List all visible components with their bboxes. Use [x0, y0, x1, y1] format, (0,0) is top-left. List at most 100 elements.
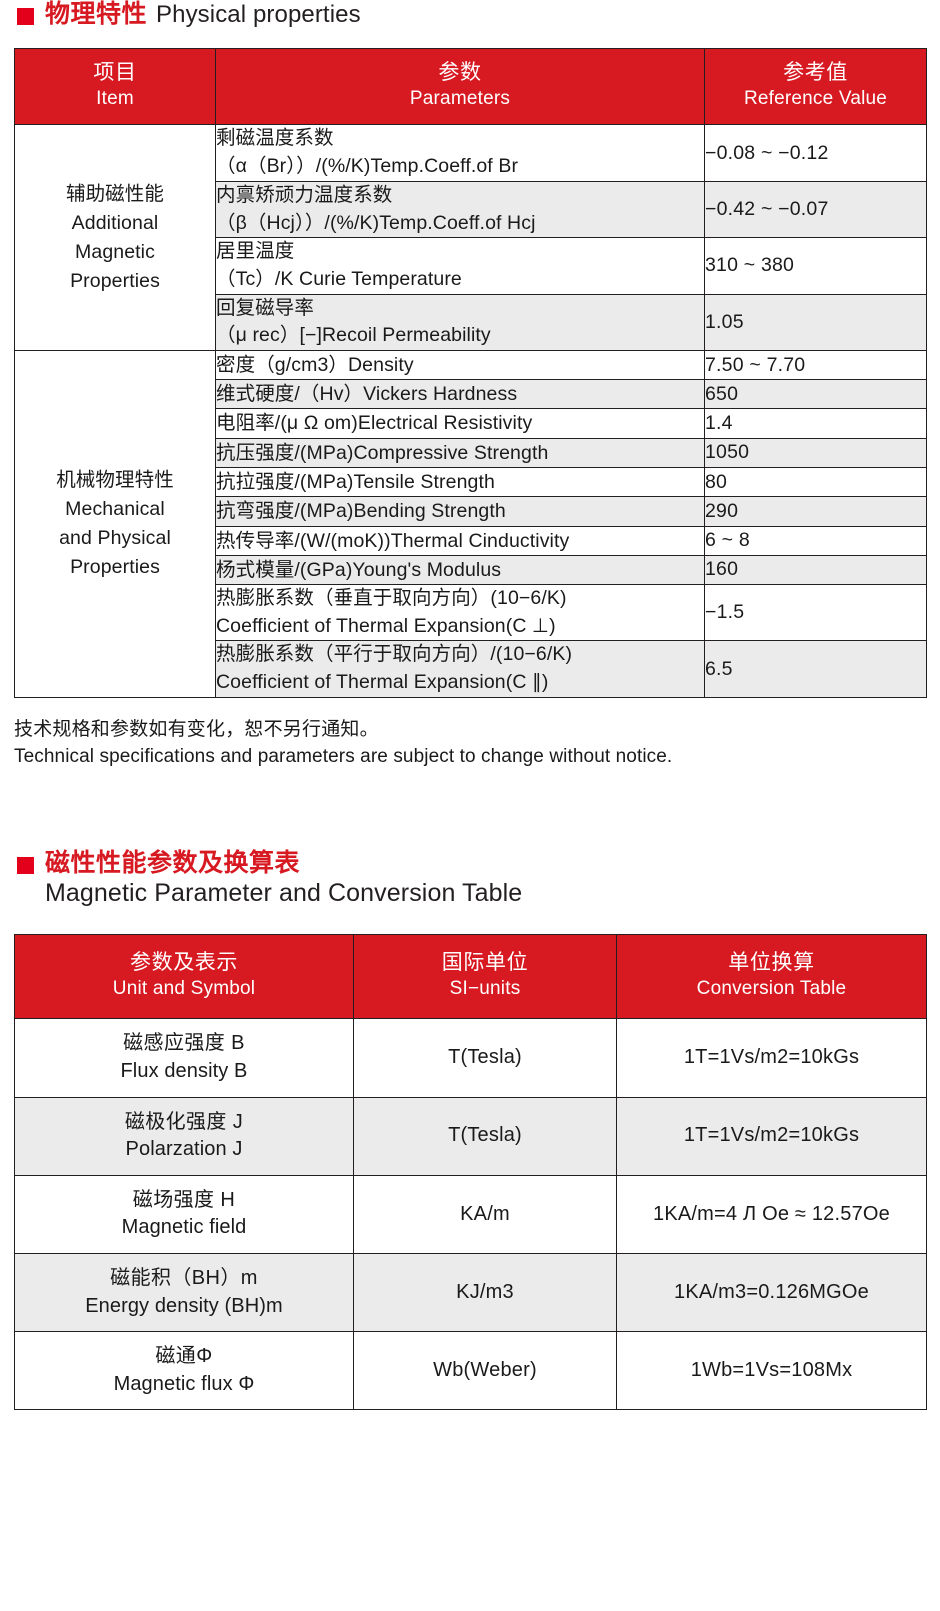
value-cell: 160 [704, 554, 927, 586]
table-header-row: 项目 Item 参数 Parameters 参考值 Reference Valu… [14, 47, 927, 126]
value-cell: −0.42 ~ −0.07 [704, 180, 927, 239]
unit-en: Energy density (BH)m [85, 1294, 283, 1317]
table-row: 机械物理特性 Mechanical and Physical Propertie… [14, 349, 927, 698]
heading-text-group: 磁性性能参数及换算表 [45, 849, 300, 879]
parameter-cell: 电阻率/(μ Ω om)Electrical Resistivity [215, 408, 705, 439]
parameter-text: 杨式模量/(GPa)Young's Modulus [216, 558, 502, 581]
unit-symbol-cell: 磁通Φ Magnetic flux Φ [14, 1331, 354, 1411]
conversion-cell: 1Wb=1Vs=108Mx [616, 1331, 927, 1411]
header-en: Parameters [409, 88, 511, 110]
value-cell: 1050 [704, 437, 927, 469]
header-cn: 参数及表示 [130, 950, 238, 974]
parameter-cell: 杨式模量/(GPa)Young's Modulus [215, 554, 705, 586]
section-spacer [0, 771, 940, 849]
header-cn: 国际单位 [441, 950, 529, 974]
conversion-cell: 1KA/m=4 Л Oe ≈ 12.57Oe [616, 1174, 927, 1255]
parameter-cn: 居里温度 [216, 240, 295, 263]
unit-cn: 磁通Φ [155, 1345, 213, 1368]
parameter-cell: 热膨胀系数（平行于取向方向）/(10−6/K) Coefficient of T… [215, 640, 705, 698]
parameter-cell: 居里温度 （Tc）/K Curie Temperature [215, 237, 705, 295]
group-label-line: Mechanical [65, 498, 165, 521]
heading-english: Magnetic Parameter and Conversion Table [45, 879, 523, 908]
heading-line: 物理特性 Physical properties [45, 0, 361, 30]
parameter-en: Coefficient of Thermal Expansion(C ⊥) [216, 614, 556, 637]
table-row: 磁极化强度 J Polarzation J T(Tesla) 1T=1Vs/m2… [14, 1096, 927, 1176]
header-cn: 参考值 [783, 60, 848, 84]
si-unit-cell: KA/m [353, 1174, 617, 1255]
parameter-cn: 剩磁温度系数 [216, 127, 334, 150]
unit-cn: 磁能积（BH）m [110, 1267, 258, 1289]
square-bullet-icon [17, 8, 34, 25]
header-cell-si-units: 国际单位 SI−units [353, 933, 617, 1020]
parameter-cell: 热传导率/(W/(moK))Thermal Cinductivity [215, 525, 705, 556]
table-row: 热膨胀系数（垂直于取向方向）(10−6/K) Coefficient of Th… [14, 584, 927, 642]
parameter-en: （Tc）/K Curie Temperature [216, 267, 462, 290]
unit-en: Magnetic field [121, 1216, 247, 1239]
conversion-cell: 1KA/m3=0.126MGOe [616, 1252, 927, 1333]
heading-chinese: 磁性性能参数及换算表 [45, 848, 301, 877]
conversion-table-heading: 磁性性能参数及换算表 [0, 849, 940, 879]
table-row: 辅助磁性能 Additional Magnetic Properties 剩磁温… [14, 124, 927, 351]
parameter-text: 维式硬度/（Hv）Vickers Hardness [216, 383, 518, 406]
parameter-cell: 抗拉强度/(MPa)Tensile Strength [215, 466, 705, 498]
parameter-cell: 抗弯强度/(MPa)Bending Strength [215, 496, 705, 527]
parameter-en: （μ rec）[−]Recoil Permeability [216, 324, 491, 347]
table-row: 抗压强度/(MPa)Compressive Strength 1050 [14, 437, 927, 469]
parameter-cell: 维式硬度/（Hv）Vickers Hardness [215, 379, 705, 410]
unit-symbol-cell: 磁能积（BH）m Energy density (BH)m [14, 1252, 354, 1333]
group-label-line: Additional [71, 211, 159, 234]
magnetic-conversion-table: 参数及表示 Unit and Symbol 国际单位 SI−units 单位换算… [14, 933, 927, 1411]
header-en: SI−units [449, 978, 521, 1000]
value-cell: 310 ~ 380 [704, 237, 927, 295]
table-row: 磁能积（BH）m Energy density (BH)m KJ/m3 1KA/… [14, 1252, 927, 1333]
parameter-text: 热传导率/(W/(moK))Thermal Cinductivity [216, 529, 570, 552]
parameter-cn: 内禀矫顽力温度系数 [216, 183, 393, 206]
value-cell: 290 [704, 496, 927, 527]
group-label-line: Magnetic [75, 240, 155, 263]
parameter-en: （β（Hcj））/(%/K)Temp.Coeff.of Hcj [216, 211, 536, 234]
unit-en: Polarzation J [125, 1138, 243, 1161]
unit-en: Magnetic flux Φ [113, 1372, 255, 1395]
parameter-cn: 热膨胀系数（平行于取向方向）/(10−6/K) [216, 643, 573, 666]
disclaimer-note: 技术规格和参数如有变化，恕不另行通知。 Technical specificat… [0, 698, 940, 771]
unit-cn: 磁极化强度 J [124, 1110, 244, 1133]
value-cell: 6.5 [704, 640, 927, 698]
heading-english: Physical properties [156, 1, 361, 28]
group-label-line: Properties [70, 555, 160, 578]
parameter-en: （α（Br））/(%/K)Temp.Coeff.of Br [216, 155, 519, 178]
value-cell: −0.08 ~ −0.12 [704, 124, 927, 182]
group-label-line: 辅助磁性能 [65, 182, 164, 205]
header-cell-item: 项目 Item [14, 47, 216, 126]
header-en: Unit and Symbol [112, 978, 256, 1000]
si-unit-cell: T(Tesla) [353, 1096, 617, 1176]
table-row: 磁场强度 H Magnetic field KA/m 1KA/m=4 Л Oe … [14, 1174, 927, 1255]
value-cell: −1.5 [704, 584, 927, 642]
parameter-text: 电阻率/(μ Ω om)Electrical Resistivity [216, 412, 533, 435]
parameter-cn: 热膨胀系数（垂直于取向方向）(10−6/K) [216, 587, 567, 610]
heading-text-group: 物理特性 Physical properties [45, 0, 361, 30]
value-cell: 1.4 [704, 408, 927, 439]
parameter-text: 抗拉强度/(MPa)Tensile Strength [216, 471, 495, 493]
heading-chinese: 物理特性 [45, 0, 148, 28]
header-cell-reference-value: 参考值 Reference Value [704, 47, 927, 126]
unit-symbol-cell: 磁极化强度 J Polarzation J [14, 1096, 354, 1176]
parameter-cell: 热膨胀系数（垂直于取向方向）(10−6/K) Coefficient of Th… [215, 584, 705, 642]
table-row: 内禀矫顽力温度系数 （β（Hcj））/(%/K)Temp.Coeff.of Hc… [14, 180, 927, 239]
value-cell: 6 ~ 8 [704, 525, 927, 556]
si-unit-cell: Wb(Weber) [353, 1331, 617, 1411]
group-label-mechanical-physical: 机械物理特性 Mechanical and Physical Propertie… [14, 349, 216, 698]
parameter-en: Coefficient of Thermal Expansion(C ∥) [216, 671, 549, 694]
header-cell-conversion: 单位换算 Conversion Table [616, 933, 927, 1020]
parameter-text: 密度（g/cm3）Density [216, 353, 414, 376]
header-cell-unit-symbol: 参数及表示 Unit and Symbol [14, 933, 354, 1020]
parameter-text: 抗压强度/(MPa)Compressive Strength [216, 441, 549, 464]
header-cn: 单位换算 [728, 950, 815, 974]
parameter-cell: 内禀矫顽力温度系数 （β（Hcj））/(%/K)Temp.Coeff.of Hc… [215, 180, 705, 239]
unit-symbol-cell: 磁感应强度 B Flux density B [14, 1018, 354, 1098]
value-cell: 1.05 [704, 293, 927, 351]
conversion-cell: 1T=1Vs/m2=10kGs [616, 1018, 927, 1098]
header-en: Conversion Table [696, 978, 847, 1000]
parameter-cn: 回复磁导率 [216, 296, 315, 319]
physical-properties-heading: 物理特性 Physical properties [0, 0, 940, 30]
unit-en: Flux density B [120, 1060, 248, 1083]
